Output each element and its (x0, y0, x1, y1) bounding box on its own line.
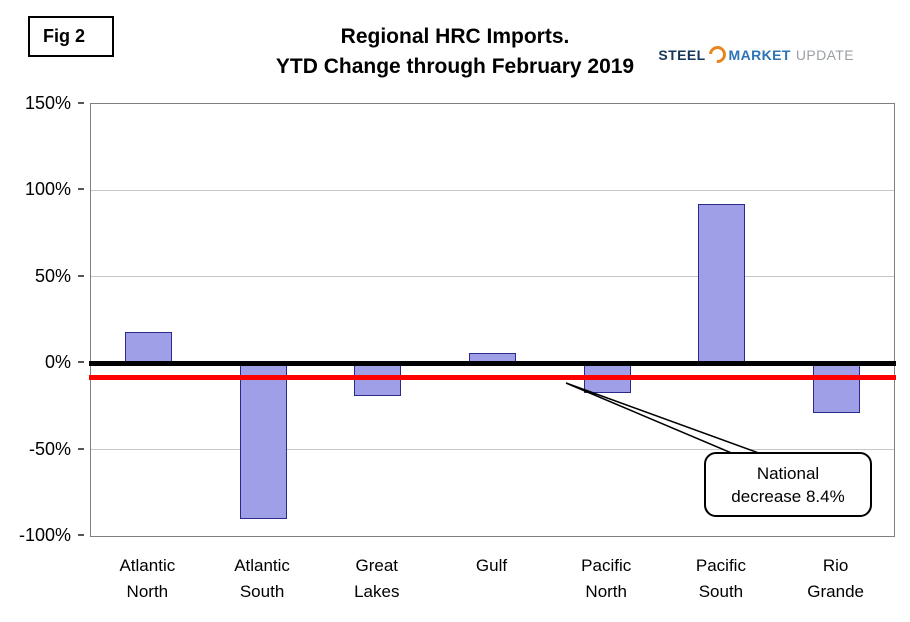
y-tick-mark (78, 188, 84, 191)
logo-steel-text: STEEL (658, 46, 706, 63)
x-tick-label: Atlantic South (234, 556, 290, 601)
y-tick-label: 50% (34, 265, 71, 286)
logo-swoosh-icon (705, 42, 730, 67)
y-tick-mark (78, 102, 84, 104)
chart-title-line1: Regional HRC Imports. (340, 25, 570, 48)
x-tick-label: Pacific North (581, 556, 632, 601)
y-tick-label: -100% (18, 525, 71, 545)
chart-title: Regional HRC Imports. YTD Change through… (0, 22, 910, 82)
logo-update-text: UPDATE (795, 46, 854, 63)
bar-atlantic-north (124, 332, 172, 364)
y-tick-label: 0% (44, 352, 71, 373)
x-tick-label: Great Lakes (354, 556, 400, 601)
bar-rio-grande (813, 363, 861, 414)
figure-label: Fig 2 (28, 16, 114, 57)
logo-market-text: MARKET (728, 46, 791, 63)
bar-pacific-south (698, 204, 746, 364)
y-tick-label: -50% (28, 438, 71, 459)
zero-line (89, 360, 896, 366)
bar-atlantic-south (239, 363, 287, 519)
x-tick-label: Gulf (475, 556, 508, 575)
y-tick-label: 150% (24, 93, 71, 113)
callout-line1: National (756, 463, 820, 483)
chart-title-line2: YTD Change through February 2019 (275, 55, 635, 78)
gridline (91, 189, 894, 191)
y-tick-mark (78, 361, 84, 364)
callout-line2: decrease 8.4% (731, 486, 845, 506)
y-tick-mark (78, 274, 84, 277)
x-tick-label: Rio Grande (807, 556, 864, 601)
gridline (91, 276, 894, 278)
y-tick-mark (78, 447, 84, 450)
x-tick-label: Atlantic North (119, 556, 176, 601)
national-decrease-callout: National decrease 8.4% (704, 452, 872, 517)
national-decrease-line (89, 375, 896, 381)
y-tick-mark (78, 534, 84, 536)
gridline (91, 449, 894, 451)
x-tick-label: Pacific South (695, 556, 746, 601)
steel-market-update-logo: STEEL MARKET UPDATE (658, 42, 854, 67)
x-axis: Atlantic North Atlantic South Great Lakes G… (90, 549, 893, 611)
y-axis: 150% 100% 50% 0% -50% -100% (0, 93, 84, 545)
y-tick-label: 100% (24, 179, 71, 200)
